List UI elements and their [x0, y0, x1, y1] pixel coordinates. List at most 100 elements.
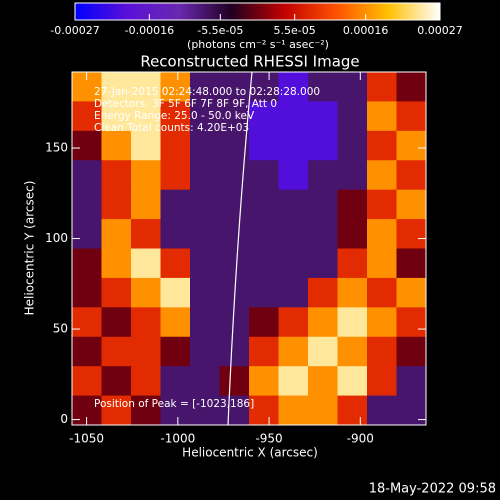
heat-cell [131, 248, 161, 279]
heat-cell [337, 307, 368, 338]
heat-cell [72, 189, 102, 220]
heat-cell [219, 248, 250, 279]
heat-cell [190, 395, 220, 426]
heat-cell [308, 189, 338, 220]
annotation: Position of Peak = [-1023,186] [94, 398, 254, 410]
heat-cell [308, 248, 338, 279]
heat-cell [131, 366, 161, 397]
heat-cell [101, 101, 132, 132]
heat-cell [278, 72, 309, 102]
heat-cell [396, 336, 427, 367]
heat-cell [367, 101, 397, 132]
y-tick-label: 150 [45, 141, 68, 155]
heat-cell [308, 101, 338, 132]
heat-cell [249, 72, 279, 102]
annotation: Clean Total counts: 4.20E+03 [94, 122, 249, 134]
colorbar-tick-label: 0.00027 [417, 24, 463, 37]
heat-cell [337, 336, 368, 367]
heat-cell [278, 395, 309, 426]
heat-cell [278, 130, 309, 161]
heat-cell [160, 101, 191, 132]
heat-cell [190, 130, 220, 161]
heat-cell [101, 277, 132, 308]
heat-cell [219, 189, 250, 220]
heat-cell [190, 219, 220, 249]
heat-cell [337, 130, 368, 161]
heat-cell [131, 277, 161, 308]
heat-cell [367, 277, 397, 308]
y-tick-label: 50 [53, 322, 68, 336]
heat-cell [101, 248, 132, 279]
heat-cell [131, 130, 161, 161]
heat-cell [278, 248, 309, 279]
heat-cell [337, 72, 368, 102]
heat-cell [131, 72, 161, 102]
heat-cell [308, 366, 338, 397]
heat-cell [249, 277, 279, 308]
heat-cell [308, 72, 338, 102]
heat-cell [101, 130, 132, 161]
heat-cell [337, 395, 368, 426]
heat-cell [367, 248, 397, 279]
heat-cell [337, 366, 368, 397]
heat-cell [367, 130, 397, 161]
heat-cell [308, 160, 338, 191]
heat-cell [337, 248, 368, 279]
heat-cell [396, 160, 427, 191]
heat-cell [160, 336, 191, 367]
y-axis-label: Heliocentric Y (arcsec) [23, 181, 37, 316]
heat-cell [160, 160, 191, 191]
footer: 18-May-2022 09:58 [369, 482, 496, 497]
heat-cell [249, 219, 279, 249]
heat-cell [219, 395, 250, 426]
heat-cell [337, 101, 368, 132]
heat-cell [367, 189, 397, 220]
heat-cell [160, 189, 191, 220]
heat-cell [396, 395, 427, 426]
colorbar-tick-label: -0.00016 [125, 24, 174, 37]
heat-cell [190, 101, 220, 132]
heat-cell [249, 130, 279, 161]
heat-cell [278, 160, 309, 191]
heat-cell [72, 248, 102, 279]
heat-cell [308, 395, 338, 426]
heat-cell [160, 130, 191, 161]
heat-cell [101, 189, 132, 220]
heat-cell [396, 189, 427, 220]
heat-cell [308, 219, 338, 249]
heat-cell [308, 130, 338, 161]
plot-frame [71, 71, 427, 426]
heat-cell [131, 307, 161, 338]
x-tick-label: -1000 [160, 432, 195, 446]
colorbar-tick-label: -0.00027 [50, 24, 99, 37]
heat-cell [72, 130, 102, 161]
heat-cell [337, 160, 368, 191]
y-tick-label: 100 [45, 231, 68, 245]
heat-cell [219, 336, 250, 367]
heat-cell [219, 72, 250, 102]
heat-cell [396, 219, 427, 249]
heat-cell [249, 307, 279, 338]
heat-cell [367, 366, 397, 397]
heat-cell [396, 72, 427, 102]
heat-cell [72, 366, 102, 397]
heat-cell [278, 336, 309, 367]
heat-cell [249, 101, 279, 132]
x-axis-label: Heliocentric X (arcsec) [182, 446, 318, 460]
heat-cell [190, 366, 220, 397]
colorbar-tick-label: 5.5e-05 [274, 24, 316, 37]
heat-cell [367, 336, 397, 367]
heat-cell [131, 219, 161, 249]
heat-cell [72, 277, 102, 308]
heat-cell [131, 395, 161, 426]
x-tick-label: -1050 [69, 432, 104, 446]
heat-cell [190, 189, 220, 220]
heat-cell [249, 336, 279, 367]
colorbar-tick-label: 0.00016 [343, 24, 389, 37]
heat-cell [249, 189, 279, 220]
annotation: Detectors: 3F 5F 6F 7F 8F 9F, Att 0 [94, 98, 277, 110]
heat-cell [396, 307, 427, 338]
heat-cell [308, 277, 338, 308]
heat-cell [131, 336, 161, 367]
heat-cell [72, 219, 102, 249]
